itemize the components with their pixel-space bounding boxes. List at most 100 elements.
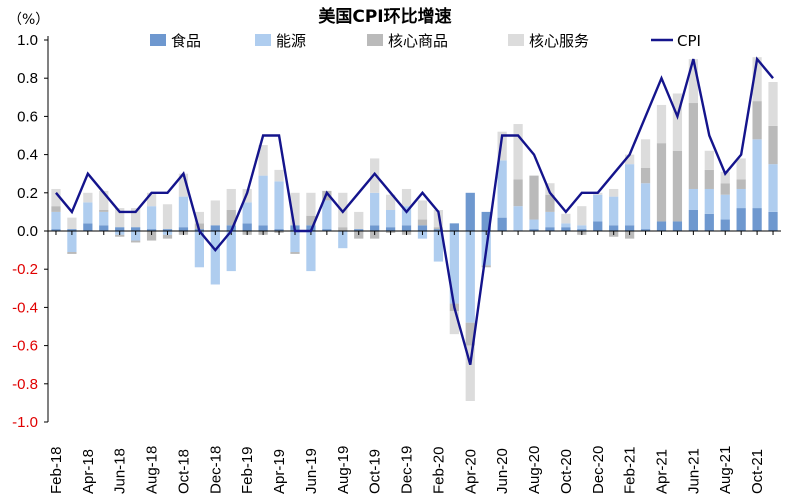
bar-食品-Aug-18: [146, 229, 157, 231]
bar-能源-Feb-18: [51, 211, 61, 230]
axes-layer: 1.0 0.8 0.6 0.4 0.2 0.0 -0.2 -0.4 -0.6 -0.8 -1.0 Fe…: [12, 32, 781, 494]
bar-核心服务-Feb-18: [51, 188, 61, 207]
bar-食品-May-20: [481, 211, 491, 231]
bar-核心商品-Jan-20: [417, 219, 428, 226]
bar-核心服务-Jul-20: [513, 124, 523, 180]
x-tick-label: Feb-21: [622, 446, 639, 494]
bar-核心商品-Aug-20: [529, 175, 539, 220]
bar-核心服务-Mar-19: [258, 145, 268, 176]
bar-能源-Jun-21: [688, 188, 698, 210]
bar-食品-Jul-18: [131, 227, 141, 231]
bar-核心服务-Jan-19: [226, 188, 236, 210]
bar-核心服务-Aug-18: [146, 192, 157, 207]
bar-食品-Feb-21: [625, 225, 635, 231]
bar-核心商品-Feb-20: [433, 227, 444, 230]
chart-title: 美国CPI环比增速: [318, 6, 451, 27]
x-tick-label: Oct-19: [367, 449, 384, 494]
bar-核心商品-Nov-18: [194, 223, 204, 230]
x-tick-label: Feb-19: [239, 446, 256, 494]
bar-能源-Sep-20: [545, 211, 555, 228]
bar-能源-May-19: [290, 231, 300, 253]
legend-swatch-核心商品: [367, 34, 383, 46]
unit-label: （%）: [8, 12, 49, 28]
bar-核心商品-Mar-21: [640, 167, 651, 184]
bar-食品-Apr-20: [465, 192, 475, 231]
bar-食品-Oct-18: [178, 227, 189, 231]
x-tick-label: Oct-20: [558, 449, 575, 494]
bar-核心商品-Feb-18: [51, 206, 61, 212]
bar-核心商品-Nov-21: [768, 125, 778, 165]
bar-能源-Mar-21: [640, 183, 651, 230]
x-tick-label: Dec-19: [399, 446, 416, 494]
x-tick-label: Dec-18: [207, 446, 224, 494]
bar-食品-Nov-19: [385, 227, 396, 231]
bar-核心服务-May-18: [99, 190, 109, 210]
bar-食品-Feb-20: [433, 229, 444, 231]
bar-核心服务-Nov-19: [385, 194, 396, 210]
legend-label-核心服务: 核心服务: [529, 32, 589, 50]
bar-核心商品-May-19: [290, 252, 300, 254]
x-tick-label: Oct-18: [175, 449, 192, 494]
bar-能源-Aug-20: [529, 219, 539, 230]
legend: 食品 能源 核心商品 核心服务 CPI: [150, 32, 701, 50]
legend-swatch-能源: [255, 34, 271, 46]
bar-食品-Oct-19: [370, 225, 380, 231]
bar-核心服务-Jun-18: [115, 208, 125, 228]
bar-能源-Oct-20: [561, 223, 571, 228]
bar-能源-Aug-19: [338, 231, 348, 249]
bar-核心服务-Feb-21: [625, 154, 635, 165]
bar-食品-Oct-21: [752, 208, 762, 231]
bar-核心商品-May-20: [481, 265, 491, 268]
x-tick-label: Jun-18: [112, 448, 129, 494]
bar-食品-Jun-20: [497, 217, 507, 231]
bar-核心商品-Jul-20: [513, 179, 523, 207]
bar-核心服务-Nov-21: [768, 82, 778, 126]
bar-核心商品-Aug-21: [720, 183, 730, 195]
legend-label-食品: 食品: [171, 32, 201, 50]
bar-核心服务-Aug-19: [338, 192, 348, 228]
bar-能源-Feb-19: [242, 202, 252, 224]
bar-食品-Jan-21: [609, 225, 619, 231]
y-tick-label: -0.2: [12, 261, 38, 278]
bar-核心服务-May-21: [672, 93, 683, 151]
bar-能源-Mar-18: [67, 231, 77, 253]
bar-能源-Apr-20: [465, 231, 475, 323]
y-tick-label: 0.6: [17, 108, 38, 125]
bar-能源-Jun-19: [306, 231, 316, 272]
x-tick-label: Apr-21: [653, 449, 670, 494]
bar-能源-Jul-18: [131, 231, 141, 241]
bar-食品-Feb-18: [51, 229, 61, 231]
bar-能源-Oct-18: [178, 196, 189, 228]
bar-核心商品-Oct-21: [752, 101, 762, 140]
bar-核心服务-Mar-21: [640, 139, 651, 168]
bar-食品-Jul-21: [704, 213, 714, 231]
bar-核心商品-May-18: [99, 209, 109, 212]
bar-能源-Apr-18: [83, 202, 93, 224]
x-tick-label: Aug-19: [335, 446, 352, 494]
bar-能源-Jul-19: [322, 200, 332, 230]
bar-核心商品-Sep-21: [736, 179, 746, 189]
bar-核心服务-Apr-20: [465, 345, 475, 401]
bar-能源-Aug-21: [720, 194, 730, 220]
bar-食品-Aug-21: [720, 219, 730, 231]
bar-核心服务-Apr-19: [274, 169, 284, 182]
bar-能源-Feb-21: [625, 164, 635, 226]
bar-核心服务-May-19: [290, 192, 300, 226]
bar-食品-Nov-21: [768, 211, 778, 231]
bar-食品-Aug-20: [529, 229, 539, 231]
bar-核心商品-Mar-18: [67, 252, 77, 254]
bar-核心服务-Oct-19: [370, 158, 380, 193]
x-tick-label: Aug-18: [144, 446, 161, 494]
y-tick-label: -0.6: [12, 338, 38, 355]
bar-食品-Jul-19: [322, 229, 332, 231]
bar-食品-Mar-20: [449, 223, 459, 231]
bar-食品-Apr-18: [83, 223, 93, 231]
x-tick-label: Jun-20: [494, 448, 511, 494]
x-tick-label: Apr-18: [80, 449, 97, 494]
bar-食品-Sep-19: [354, 229, 364, 231]
bar-食品-Dec-20: [593, 221, 603, 231]
bar-食品-Sep-18: [162, 229, 173, 231]
bar-能源-Sep-21: [736, 188, 746, 209]
x-tick-label: Jun-19: [303, 448, 320, 494]
